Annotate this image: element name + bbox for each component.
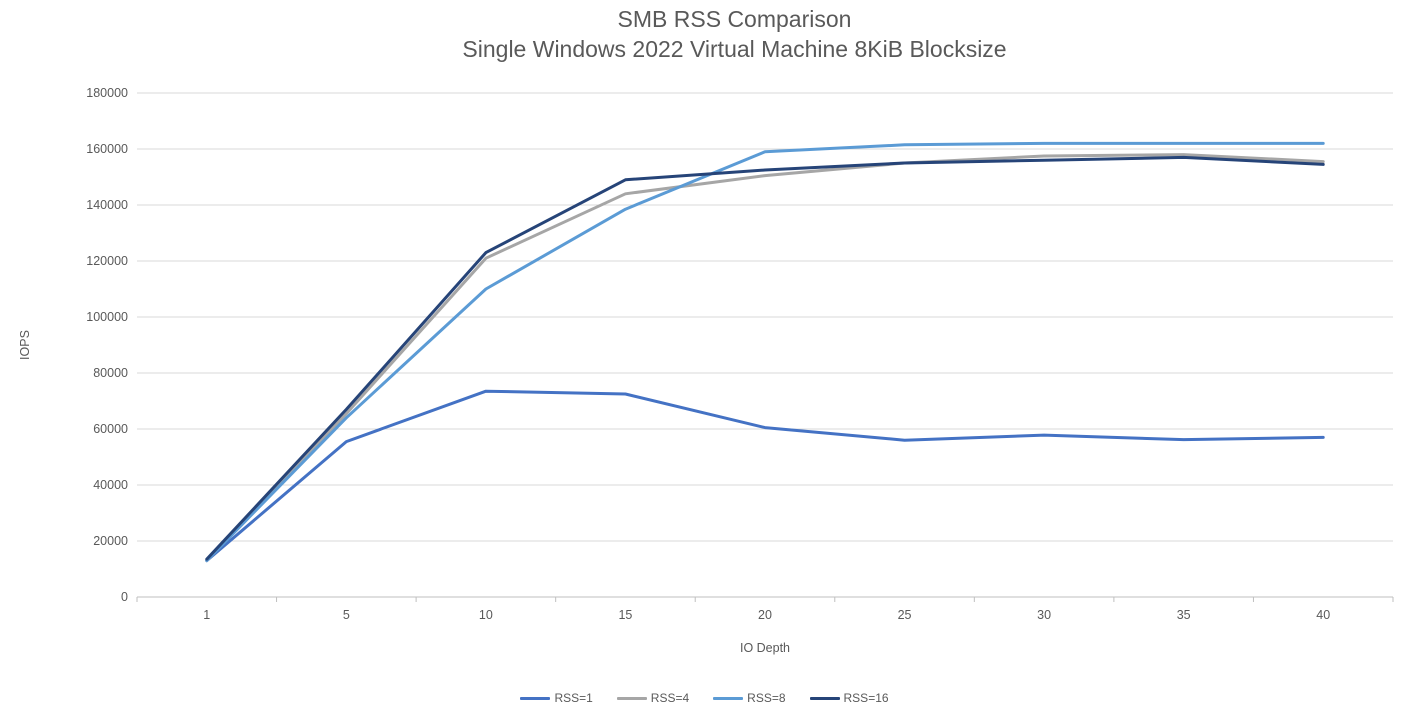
y-tick-label: 180000 — [86, 86, 128, 100]
chart-subtitle: Single Windows 2022 Virtual Machine 8KiB… — [462, 36, 1007, 62]
legend-label: RSS=16 — [843, 691, 889, 705]
legend-item-rss-8: RSS=8 — [713, 691, 786, 705]
legend-swatch-rss-8 — [713, 696, 744, 700]
chart-title-block: SMB RSS Comparison Single Windows 2022 V… — [60, 4, 1409, 64]
y-tick-label: 160000 — [86, 142, 128, 156]
x-tick-label: 10 — [479, 608, 493, 622]
legend-label: RSS=1 — [554, 691, 593, 705]
legend-swatch-rss-16 — [809, 696, 840, 700]
x-tick-label: 30 — [1037, 608, 1051, 622]
x-tick-label: 20 — [758, 608, 772, 622]
x-axis-title: IO Depth — [739, 641, 791, 655]
legend-item-rss-4: RSS=4 — [616, 691, 690, 705]
legend-swatch-rss-1 — [520, 696, 551, 700]
x-tick-label: 1 — [203, 608, 210, 622]
x-tick-label: 35 — [1177, 608, 1191, 622]
series-line-rss-16 — [205, 155, 1325, 561]
legend-item-rss-16: RSS=16 — [809, 691, 889, 705]
legend-label: RSS=8 — [747, 691, 786, 705]
legend-swatch-rss-4 — [616, 696, 647, 700]
y-tick-label: 20000 — [93, 534, 128, 548]
y-tick-label: 100000 — [86, 310, 128, 324]
legend-item-rss-1: RSS=1 — [520, 691, 593, 705]
legend-label: RSS=4 — [650, 691, 690, 705]
chart-title: SMB RSS Comparison — [617, 6, 852, 32]
x-tick-label: 40 — [1316, 608, 1330, 622]
y-tick-label: 140000 — [86, 198, 128, 212]
x-tick-label: 5 — [343, 608, 350, 622]
y-tick-label: 0 — [121, 590, 128, 604]
series-line-rss-8 — [205, 141, 1325, 563]
x-tick-label: 25 — [898, 608, 912, 622]
y-tick-label: 80000 — [93, 366, 128, 380]
y-tick-label: 120000 — [86, 254, 128, 268]
series-line-rss-1 — [205, 389, 1325, 563]
x-tick-label: 15 — [618, 608, 632, 622]
legend: RSS=1 RSS=4 RSS=8 RSS=16 — [0, 691, 1409, 705]
series-line-rss-4 — [205, 153, 1325, 563]
y-tick-label: 40000 — [93, 478, 128, 492]
y-tick-label: 60000 — [93, 422, 128, 436]
